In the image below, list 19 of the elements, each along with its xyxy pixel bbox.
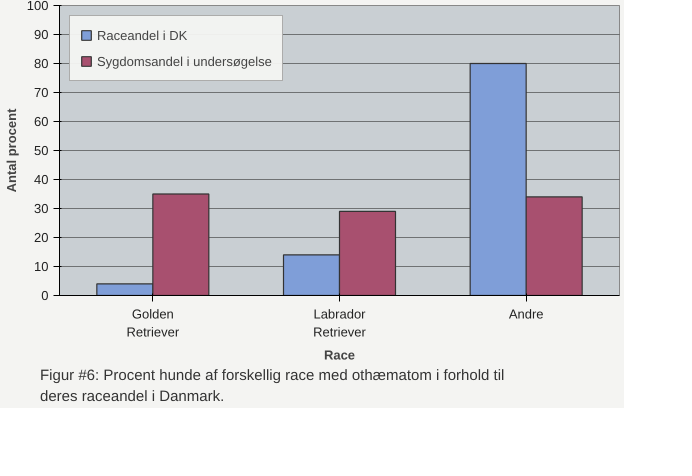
x-tick-label: Golden Retriever — [126, 306, 180, 340]
y-tick-label: 80 — [34, 56, 49, 71]
x-tick-label: Andre — [508, 306, 544, 322]
y-tick-label: 30 — [34, 201, 49, 216]
x-tick-label: Labrador Retriever — [313, 306, 367, 340]
y-tick-label: 60 — [34, 114, 49, 129]
y-tick-label: 100 — [26, 0, 49, 13]
y-tick-label: 10 — [34, 259, 49, 274]
y-axis-title: Antal procent — [4, 108, 19, 192]
text: Figur #6: Procent hunde af forskellig race med othæmatom i forhold til deres raceandel i Danmark. — [40, 366, 506, 408]
x-axis-title: Race — [324, 348, 356, 362]
legend-label: Raceandel i DK — [97, 26, 188, 44]
y-tick-label: 20 — [34, 230, 49, 245]
legend-label: Sygdomsandel i undersøgelse — [97, 52, 272, 70]
y-tick-label: 70 — [34, 85, 49, 100]
y-tick-label: 50 — [34, 143, 49, 158]
y-tick-label: 90 — [34, 27, 49, 42]
y-tick-label: 0 — [41, 288, 49, 303]
y-tick-label: 40 — [34, 172, 49, 187]
